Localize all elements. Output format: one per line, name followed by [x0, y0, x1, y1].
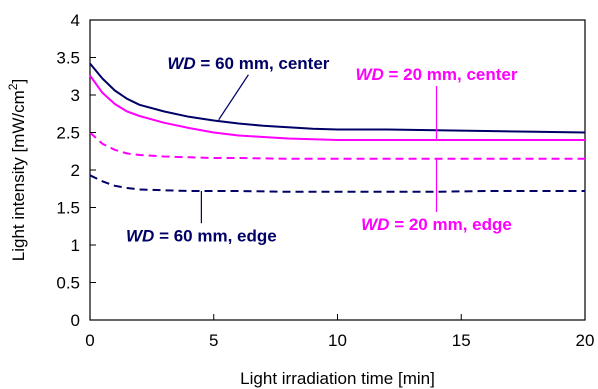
- annotation-label-italic: WD: [355, 65, 383, 84]
- y-tick-label-2: 1: [71, 236, 80, 255]
- y-tick-label-1: 0.5: [56, 274, 80, 293]
- annotation-label-rest: = 20 mm, center: [384, 65, 518, 84]
- y-tick-label-5: 2.5: [56, 124, 80, 143]
- y-axis-title-close: ]: [9, 79, 28, 84]
- y-tick-label-8: 4: [71, 11, 80, 30]
- x-axis-title: Light irradiation time [min]: [240, 369, 435, 388]
- annotation-label-rest: = 20 mm, edge: [389, 215, 511, 234]
- y-axis-title-sup: 2: [6, 83, 20, 90]
- x-tick-label-4: 20: [576, 331, 595, 350]
- axes-group: 0 5 10 15 20 0 0.5 1 1.5 2 2.5 3 3.5 4 Light irradiati…: [6, 11, 594, 388]
- x-tick-label-3: 15: [452, 331, 471, 350]
- y-tick-label-4: 2: [71, 161, 80, 180]
- annotation-label-rest: = 60 mm, edge: [154, 226, 276, 245]
- annotation-label-italic: WD: [167, 54, 195, 73]
- series-line-0: [89, 62, 586, 134]
- annotation-label-italic: WD: [126, 226, 154, 245]
- annotation-label-2: WD = 60 mm, edge: [126, 226, 277, 245]
- annotation-label-italic: WD: [361, 215, 389, 234]
- x-tick-label-2: 10: [328, 331, 347, 350]
- annotation-label-1: WD = 20 mm, center: [355, 65, 517, 84]
- series-line-1: [89, 74, 585, 141]
- y-axis-title: Light intensity [mW/cm2]: [6, 79, 28, 261]
- x-tick-label-0: 0: [85, 331, 94, 350]
- series-group: [89, 62, 586, 193]
- y-tick-label-7: 3.5: [56, 49, 80, 68]
- series-line-3: [89, 174, 585, 193]
- y-tick-label-3: 1.5: [56, 199, 80, 218]
- annotation-label-rest: = 60 mm, center: [196, 54, 330, 73]
- y-axis-title-main: Light intensity [mW/cm: [9, 90, 28, 261]
- x-tick-label-1: 5: [209, 331, 218, 350]
- annotation-label-3: WD = 20 mm, edge: [361, 215, 512, 234]
- annotation-leader-0: [218, 74, 249, 121]
- annotation-label-0: WD = 60 mm, center: [167, 54, 329, 73]
- series-line-2: [89, 131, 585, 160]
- y-tick-label-6: 3: [71, 86, 80, 105]
- y-tick-label-0: 0: [71, 311, 80, 330]
